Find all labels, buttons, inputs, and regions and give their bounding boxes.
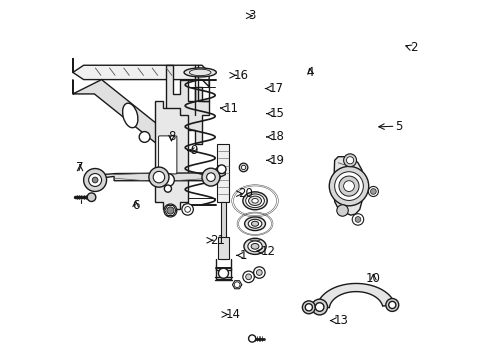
Circle shape bbox=[202, 168, 220, 186]
Circle shape bbox=[248, 335, 256, 342]
Circle shape bbox=[239, 163, 248, 172]
Text: 15: 15 bbox=[270, 107, 284, 120]
Circle shape bbox=[243, 271, 254, 283]
Circle shape bbox=[185, 207, 191, 212]
Text: 4: 4 bbox=[307, 66, 314, 79]
Circle shape bbox=[329, 166, 368, 206]
Circle shape bbox=[346, 157, 354, 164]
Circle shape bbox=[219, 268, 228, 278]
Circle shape bbox=[343, 181, 354, 192]
Circle shape bbox=[89, 174, 101, 186]
Polygon shape bbox=[166, 65, 209, 144]
Ellipse shape bbox=[122, 103, 138, 128]
Circle shape bbox=[92, 177, 98, 183]
Text: 7: 7 bbox=[76, 161, 84, 174]
Circle shape bbox=[302, 301, 315, 314]
Circle shape bbox=[207, 173, 215, 181]
Circle shape bbox=[182, 204, 194, 215]
Text: 18: 18 bbox=[270, 130, 284, 144]
Text: 2: 2 bbox=[410, 41, 417, 54]
Polygon shape bbox=[218, 144, 229, 202]
Circle shape bbox=[343, 154, 357, 167]
Polygon shape bbox=[220, 202, 225, 259]
Ellipse shape bbox=[251, 243, 259, 249]
Text: 20: 20 bbox=[238, 187, 253, 200]
Circle shape bbox=[234, 282, 240, 288]
Circle shape bbox=[84, 168, 107, 192]
Circle shape bbox=[256, 270, 262, 275]
Text: 19: 19 bbox=[270, 154, 284, 167]
Circle shape bbox=[337, 205, 348, 216]
Circle shape bbox=[218, 165, 226, 174]
Ellipse shape bbox=[184, 68, 216, 77]
Circle shape bbox=[386, 298, 399, 311]
Polygon shape bbox=[317, 283, 395, 307]
Circle shape bbox=[339, 176, 359, 196]
Text: 8: 8 bbox=[168, 130, 175, 144]
Circle shape bbox=[370, 189, 376, 194]
Ellipse shape bbox=[190, 69, 211, 76]
Circle shape bbox=[335, 172, 364, 201]
Ellipse shape bbox=[244, 238, 266, 255]
Circle shape bbox=[242, 165, 245, 170]
Polygon shape bbox=[215, 166, 225, 176]
Polygon shape bbox=[73, 58, 209, 87]
Circle shape bbox=[167, 207, 174, 214]
Text: 10: 10 bbox=[366, 272, 381, 285]
Polygon shape bbox=[73, 80, 173, 151]
Text: 14: 14 bbox=[225, 308, 240, 321]
Circle shape bbox=[352, 214, 364, 225]
Circle shape bbox=[161, 174, 174, 186]
Text: 11: 11 bbox=[223, 102, 239, 115]
Ellipse shape bbox=[243, 192, 267, 210]
Ellipse shape bbox=[248, 219, 262, 228]
Ellipse shape bbox=[248, 241, 262, 252]
Ellipse shape bbox=[252, 198, 258, 203]
Polygon shape bbox=[155, 101, 188, 209]
Ellipse shape bbox=[245, 194, 265, 208]
Text: 3: 3 bbox=[248, 9, 256, 22]
Text: 12: 12 bbox=[261, 244, 276, 257]
Circle shape bbox=[316, 303, 324, 311]
Ellipse shape bbox=[251, 221, 259, 226]
Circle shape bbox=[368, 186, 378, 197]
Circle shape bbox=[153, 171, 165, 183]
Circle shape bbox=[305, 304, 313, 311]
Text: 9: 9 bbox=[191, 144, 198, 157]
Text: 1: 1 bbox=[240, 249, 247, 262]
Text: 17: 17 bbox=[269, 82, 283, 95]
Polygon shape bbox=[334, 157, 364, 215]
Text: 21: 21 bbox=[210, 234, 225, 247]
Circle shape bbox=[149, 167, 169, 187]
Text: 6: 6 bbox=[132, 199, 139, 212]
Circle shape bbox=[389, 301, 396, 309]
Ellipse shape bbox=[245, 217, 266, 230]
FancyBboxPatch shape bbox=[159, 136, 177, 174]
Circle shape bbox=[245, 274, 251, 280]
Polygon shape bbox=[90, 171, 221, 184]
Ellipse shape bbox=[248, 196, 262, 206]
Circle shape bbox=[355, 217, 361, 222]
Text: 5: 5 bbox=[395, 120, 403, 133]
Circle shape bbox=[139, 132, 150, 142]
Text: 16: 16 bbox=[234, 69, 248, 82]
Circle shape bbox=[87, 193, 96, 202]
Circle shape bbox=[164, 204, 177, 217]
Circle shape bbox=[164, 185, 171, 192]
Polygon shape bbox=[218, 237, 229, 259]
Circle shape bbox=[254, 267, 265, 278]
Text: 13: 13 bbox=[334, 314, 349, 327]
Circle shape bbox=[312, 299, 327, 315]
